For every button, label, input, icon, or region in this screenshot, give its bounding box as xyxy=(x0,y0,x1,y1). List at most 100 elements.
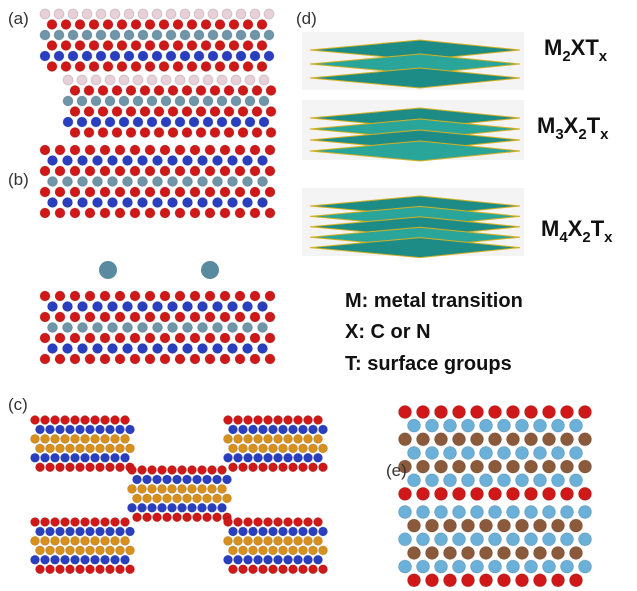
slab-layer xyxy=(309,39,521,61)
atom xyxy=(182,512,192,523)
atom xyxy=(243,415,253,425)
atom xyxy=(40,535,50,546)
atom xyxy=(293,517,303,527)
atom xyxy=(105,564,115,575)
atom xyxy=(249,50,261,62)
atom xyxy=(162,493,172,504)
atom xyxy=(263,29,275,41)
atom xyxy=(212,322,223,333)
legend-item: T: surface groups xyxy=(345,353,512,375)
atom xyxy=(159,290,171,302)
atom xyxy=(80,517,90,527)
atom xyxy=(181,106,193,117)
atom xyxy=(470,559,484,574)
atom xyxy=(129,207,141,219)
atom xyxy=(67,29,79,41)
atom xyxy=(122,301,133,312)
atom xyxy=(62,301,73,312)
atom xyxy=(116,19,128,30)
atom xyxy=(95,424,105,435)
atom xyxy=(151,8,163,20)
atom xyxy=(189,144,201,156)
atom xyxy=(90,415,100,425)
atom xyxy=(81,8,93,20)
atom xyxy=(182,176,193,187)
ion xyxy=(99,261,117,279)
atom xyxy=(407,445,421,460)
atom xyxy=(416,559,430,574)
atom xyxy=(268,462,278,473)
atom xyxy=(207,502,217,513)
atom xyxy=(179,50,191,62)
atom xyxy=(313,517,323,527)
atom xyxy=(524,505,538,519)
atom xyxy=(99,186,111,198)
atom xyxy=(195,85,207,96)
atom xyxy=(264,353,276,365)
atom xyxy=(162,512,172,523)
atom xyxy=(35,564,45,575)
atom xyxy=(99,144,111,156)
atom xyxy=(293,554,303,565)
atom xyxy=(47,343,58,354)
atom xyxy=(65,545,75,556)
atom xyxy=(533,518,547,533)
atom xyxy=(39,353,51,365)
atom xyxy=(152,493,162,504)
atom xyxy=(257,343,268,354)
atom xyxy=(288,424,298,435)
atom xyxy=(233,452,243,463)
atom xyxy=(46,61,58,72)
atom xyxy=(569,518,583,533)
atom xyxy=(416,459,430,474)
atom xyxy=(62,116,74,128)
atom xyxy=(182,197,193,208)
atom xyxy=(144,311,156,323)
atom xyxy=(533,445,547,460)
atom xyxy=(313,535,323,546)
atom xyxy=(85,462,95,473)
atom xyxy=(160,74,172,86)
atom xyxy=(152,155,163,166)
atom xyxy=(242,61,254,72)
formula: M4X2Tx xyxy=(541,216,613,246)
atom xyxy=(105,545,115,556)
atom xyxy=(273,433,283,444)
atom xyxy=(123,50,135,62)
atom xyxy=(228,40,240,51)
atom xyxy=(39,311,51,323)
atom xyxy=(76,116,88,128)
subscript: 3 xyxy=(555,126,563,143)
atom xyxy=(560,459,574,474)
atom xyxy=(219,311,231,323)
atom xyxy=(45,526,55,537)
atom xyxy=(258,545,268,556)
atom xyxy=(298,443,308,454)
atom xyxy=(55,564,65,575)
atom xyxy=(182,155,193,166)
atom xyxy=(67,8,79,20)
atom xyxy=(62,74,74,86)
atom xyxy=(470,459,484,474)
atom xyxy=(443,518,457,533)
atom xyxy=(209,85,221,96)
atom xyxy=(144,19,156,30)
panel-label: (c) xyxy=(8,395,28,414)
atom xyxy=(244,116,256,128)
atom xyxy=(70,517,80,527)
atom xyxy=(434,559,448,574)
atom xyxy=(238,443,248,454)
atom xyxy=(248,545,258,556)
atom xyxy=(99,353,111,365)
atom xyxy=(263,8,275,20)
atom xyxy=(146,74,158,86)
atom xyxy=(524,432,538,447)
atom xyxy=(100,554,110,565)
atom xyxy=(197,502,207,513)
atom xyxy=(45,462,55,473)
atom xyxy=(181,85,193,96)
atom xyxy=(227,197,238,208)
atom xyxy=(204,207,216,219)
atom xyxy=(125,443,135,454)
atom xyxy=(263,517,273,527)
